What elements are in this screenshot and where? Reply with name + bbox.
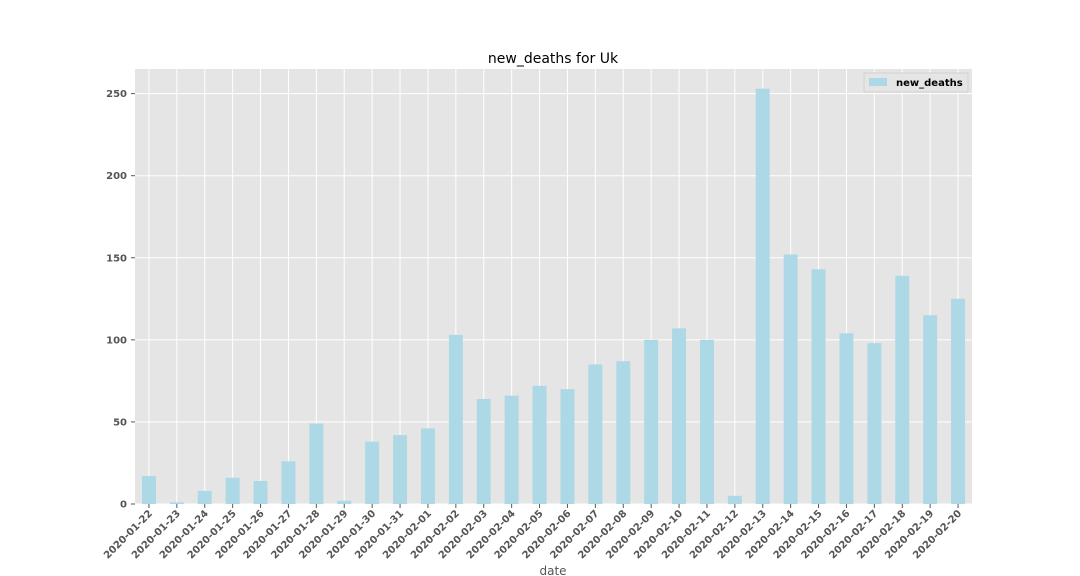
bar <box>699 339 714 504</box>
x-tick-label: 2020-02-05 <box>493 508 546 561</box>
x-tick-label: 2020-02-04 <box>465 508 518 561</box>
bar <box>448 334 463 504</box>
x-tick-label: 2020-01-27 <box>242 508 295 561</box>
bar <box>141 476 156 504</box>
bar <box>365 441 380 504</box>
x-tick-label: 2020-02-10 <box>632 508 685 561</box>
bar <box>420 428 435 504</box>
bar <box>895 275 910 504</box>
bar <box>169 502 184 504</box>
chart-title: new_deaths for Uk <box>488 51 619 67</box>
bar <box>839 333 854 504</box>
x-tick-label: 2020-02-16 <box>800 508 853 561</box>
legend: new_deaths <box>863 72 969 93</box>
bar <box>197 490 212 504</box>
x-tick-label: 2020-02-20 <box>911 508 964 561</box>
x-tick-label: 2020-01-25 <box>186 508 239 561</box>
x-tick-label: 2020-01-28 <box>269 508 322 561</box>
bar <box>393 435 408 504</box>
bar <box>951 298 966 504</box>
x-tick-label: 2020-02-08 <box>576 508 629 561</box>
x-tick-label: 2020-02-09 <box>604 508 657 561</box>
bar <box>672 328 687 504</box>
legend-label: new_deaths <box>896 78 963 89</box>
x-tick-label: 2020-01-26 <box>214 508 267 561</box>
bar <box>727 495 742 504</box>
bar <box>923 315 938 504</box>
x-tick-label: 2020-01-22 <box>102 508 155 561</box>
x-tick-label: 2020-02-14 <box>744 508 797 561</box>
bar <box>560 389 575 504</box>
x-tick-label: 2020-02-03 <box>437 508 490 561</box>
bar <box>588 364 603 504</box>
x-tick-label: 2020-02-02 <box>409 508 462 561</box>
bar <box>337 500 352 504</box>
y-tick-label: 150 <box>106 253 127 264</box>
x-tick-label: 2020-01-31 <box>353 508 406 561</box>
bar <box>225 477 240 504</box>
x-axis-label: date <box>539 564 566 576</box>
x-tick-label: 2020-01-23 <box>130 508 183 561</box>
bar <box>811 269 826 504</box>
bars <box>141 88 966 504</box>
x-tick-label: 2020-02-12 <box>688 508 741 561</box>
x-tick-label: 2020-01-29 <box>297 508 350 561</box>
x-tick-label: 2020-02-07 <box>548 508 601 561</box>
bar <box>644 339 659 504</box>
x-tick-label: 2020-02-01 <box>381 508 434 561</box>
bar <box>253 481 268 504</box>
bar <box>783 254 798 504</box>
x-tick-label: 2020-02-19 <box>883 508 936 561</box>
bar <box>532 385 547 504</box>
x-axis-ticks: 2020-01-222020-01-232020-01-242020-01-25… <box>102 504 964 561</box>
x-tick-label: 2020-02-06 <box>521 508 574 561</box>
x-tick-label: 2020-02-17 <box>827 508 880 561</box>
y-tick-label: 100 <box>106 335 127 346</box>
legend-swatch <box>869 78 887 86</box>
bar <box>616 361 631 504</box>
bar <box>867 343 882 504</box>
x-tick-label: 2020-02-11 <box>660 508 713 561</box>
y-tick-label: 50 <box>113 417 127 428</box>
x-tick-label: 2020-02-18 <box>855 508 908 561</box>
x-tick-label: 2020-01-30 <box>325 508 378 561</box>
bar <box>476 398 491 504</box>
bar <box>281 461 296 504</box>
y-tick-label: 250 <box>106 89 127 100</box>
y-tick-label: 200 <box>106 171 127 182</box>
legend-box <box>863 72 969 93</box>
bar <box>309 423 324 504</box>
x-tick-label: 2020-01-24 <box>158 508 211 561</box>
y-tick-label: 0 <box>120 500 127 511</box>
bar <box>755 88 770 504</box>
x-tick-label: 2020-02-15 <box>772 508 825 561</box>
y-axis-ticks: 0 50 100 150 200 250 <box>106 89 135 511</box>
bar <box>504 395 519 504</box>
plot-background <box>135 69 972 504</box>
x-tick-label: 2020-02-13 <box>716 508 769 561</box>
